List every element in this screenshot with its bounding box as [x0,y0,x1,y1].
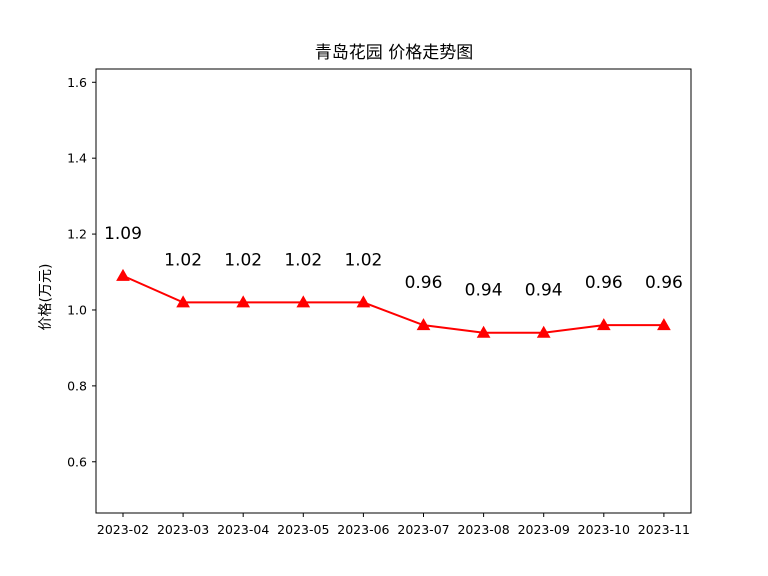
data-label: 0.96 [405,273,443,293]
x-tick-label: 2023-03 [157,522,209,537]
data-point [657,318,671,331]
y-tick-label: 0.6 [67,454,87,469]
x-tick-label: 2023-06 [337,522,389,537]
x-tick-label: 2023-07 [397,522,449,537]
data-label: 1.09 [104,224,142,244]
data-point [176,295,190,308]
data-label: 0.94 [525,281,563,301]
x-tick-label: 2023-10 [578,522,630,537]
data-point [236,295,251,308]
x-tick-label: 2023-08 [457,522,509,537]
data-point [416,318,431,331]
y-tick-label: 1.4 [67,151,87,166]
y-axis-label: 价格(万元) [38,264,54,331]
series-line [122,274,664,334]
data-label: 1.02 [344,250,382,270]
y-tick-label: 1.2 [67,227,87,242]
data-point [476,325,491,338]
y-tick-label: 1.6 [67,75,87,90]
x-tick-label: 2023-05 [277,522,329,537]
axes: 0.6 0.8 1.0 1.2 1.4 1.6 2023-02 2023-03 2023-04 2… [67,75,690,537]
data-point [596,318,611,331]
data-point [536,325,551,338]
data-label: 1.02 [284,250,322,270]
plot-frame [95,68,692,514]
y-tick-label: 0.8 [67,378,87,393]
chart-title: 青岛花园 价格走势图 [315,43,473,63]
data-label: 1.02 [164,250,202,270]
data-point [116,268,130,281]
x-tick-label: 2023-11 [638,522,690,537]
x-tick-label: 2023-04 [217,522,269,537]
y-tick-label: 1.0 [67,302,87,317]
data-point [356,295,371,308]
x-tick-label: 2023-02 [97,522,149,537]
data-label: 0.94 [465,281,503,301]
data-point [296,295,311,308]
plot-marks: 1.09 1.02 1.02 1.02 1.02 0.96 0.94 0.94 0.96 0.96 [104,224,683,338]
data-label: 0.96 [585,273,623,293]
x-tick-label: 2023-09 [518,522,570,537]
data-label: 0.96 [645,273,683,293]
data-label: 1.02 [224,250,262,270]
